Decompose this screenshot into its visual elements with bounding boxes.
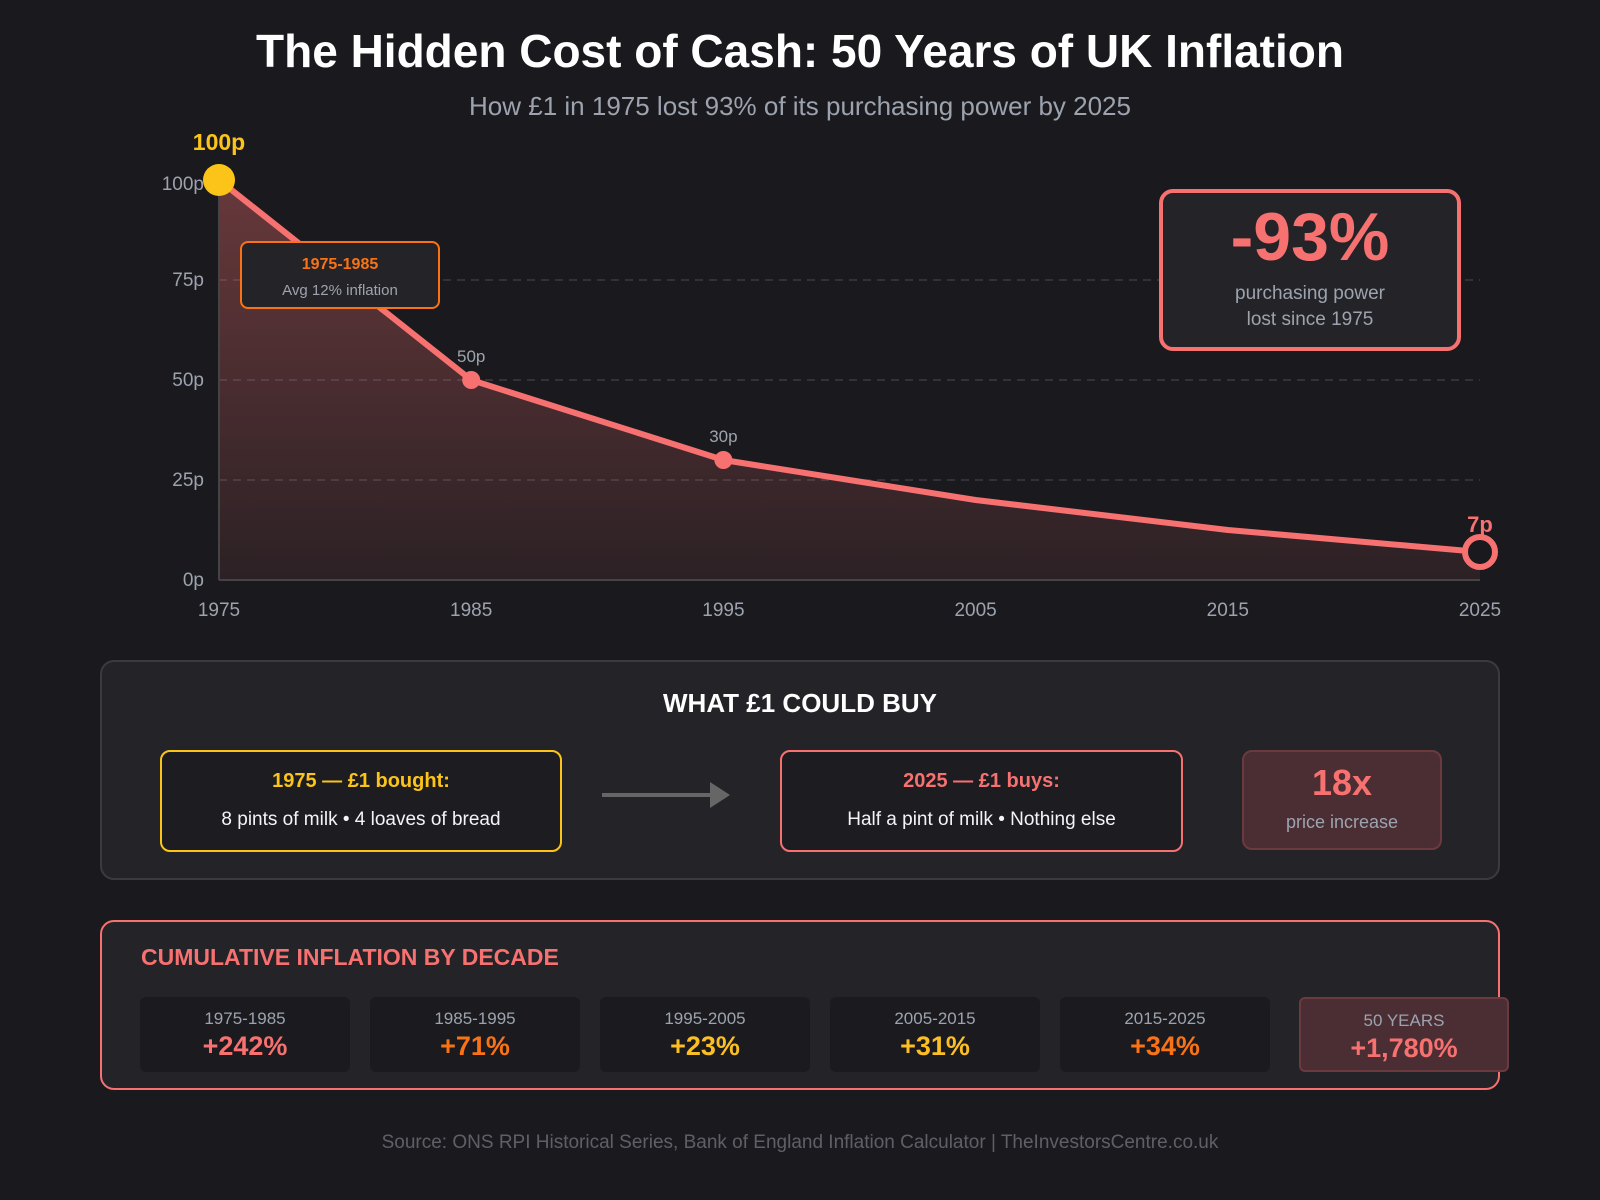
loss-label-1: purchasing power: [1235, 283, 1385, 304]
then-title: 1975 — £1 bought:: [272, 770, 450, 792]
panel-title: CUMULATIVE INFLATION BY DECADE: [141, 944, 559, 970]
decade-cell: 1975-1985 +242%: [140, 997, 350, 1072]
arrow-icon: [602, 793, 712, 797]
y-tick-label: 100p: [162, 174, 204, 195]
x-tick-label: 2025: [1459, 600, 1501, 621]
arrow-head-icon: [710, 782, 730, 808]
decade-cell: 2015-2025 +34%: [1060, 997, 1270, 1072]
then-text: 8 pints of milk • 4 loaves of bread: [221, 809, 501, 830]
decade-value: +71%: [440, 1031, 510, 1061]
loss-callout: -93% purchasing power lost since 1975: [1159, 189, 1461, 351]
multiplier-label: price increase: [1285, 812, 1399, 832]
point-label: 30p: [709, 427, 737, 446]
decade-value: +1,780%: [1350, 1033, 1458, 1063]
purchasing-power-chart: 0p 25p 50p 75p 100p 1975 1985 1995 2005 2015 2025…: [162, 129, 1501, 621]
data-point: [462, 371, 481, 389]
x-tick-label: 1995: [702, 600, 744, 621]
x-tick-label: 2015: [1207, 600, 1249, 621]
price-multiplier-card: 18x price increase: [1242, 750, 1442, 850]
point-label: 7p: [1467, 512, 1493, 537]
decade-period: 1995-2005: [664, 1009, 746, 1028]
what-pound-could-buy-panel: WHAT £1 COULD BUY 1975 — £1 bought: 8 pi…: [100, 660, 1500, 880]
x-tick-label: 1985: [450, 600, 492, 621]
point-label: 50p: [457, 347, 485, 366]
y-tick-label: 0p: [183, 570, 204, 591]
point-label: 100p: [193, 129, 245, 155]
decade-value: +34%: [1130, 1031, 1200, 1061]
loss-value: -93%: [1230, 199, 1390, 275]
decade-cell: 1985-1995 +71%: [370, 997, 580, 1072]
series-line: [217, 177, 1481, 555]
decade-period: 1975-1985: [204, 1009, 286, 1028]
now-card: 2025 — £1 buys: Half a pint of milk • No…: [780, 750, 1183, 852]
start-point: [203, 164, 235, 196]
decade-period: 1985-1995: [434, 1009, 516, 1028]
decade-cell: 1995-2005 +23%: [600, 997, 810, 1072]
decade-cell-total: 50 YEARS +1,780%: [1299, 997, 1509, 1072]
annotation-title: 1975-1985: [301, 256, 379, 273]
now-text: Half a pint of milk • Nothing else: [847, 809, 1116, 830]
then-card: 1975 — £1 bought: 8 pints of milk • 4 lo…: [160, 750, 562, 852]
x-tick-label: 2005: [954, 600, 996, 621]
cumulative-inflation-panel: CUMULATIVE INFLATION BY DECADE 1975-1985…: [100, 920, 1509, 1090]
decade-value: +23%: [670, 1031, 740, 1061]
multiplier-value: 18x: [1311, 762, 1373, 803]
decade-period: 2015-2025: [1124, 1009, 1206, 1028]
end-point: [1462, 534, 1498, 570]
decade-period: 50 YEARS: [1363, 1011, 1445, 1030]
page-title: The Hidden Cost of Cash: 50 Years of UK …: [256, 25, 1344, 77]
decade-value: +31%: [900, 1031, 970, 1061]
loss-label-2: lost since 1975: [1246, 309, 1374, 330]
area-fill: [219, 180, 1480, 580]
y-tick-label: 25p: [172, 470, 204, 491]
page-subtitle: How £1 in 1975 lost 93% of its purchasin…: [469, 91, 1131, 121]
period-annotation: 1975-1985 Avg 12% inflation: [240, 241, 440, 309]
now-title: 2025 — £1 buys:: [903, 770, 1060, 792]
decade-period: 2005-2015: [894, 1009, 976, 1028]
source-footer: Source: ONS RPI Historical Series, Bank …: [381, 1132, 1219, 1153]
x-tick-label: 1975: [198, 600, 240, 621]
panel-title: WHAT £1 COULD BUY: [663, 688, 937, 718]
data-point: [714, 451, 733, 469]
decade-cell: 2005-2015 +31%: [830, 997, 1040, 1072]
y-tick-label: 50p: [172, 370, 204, 391]
decade-value: +242%: [202, 1031, 288, 1061]
annotation-text: Avg 12% inflation: [282, 282, 398, 299]
y-tick-label: 75p: [172, 270, 204, 291]
